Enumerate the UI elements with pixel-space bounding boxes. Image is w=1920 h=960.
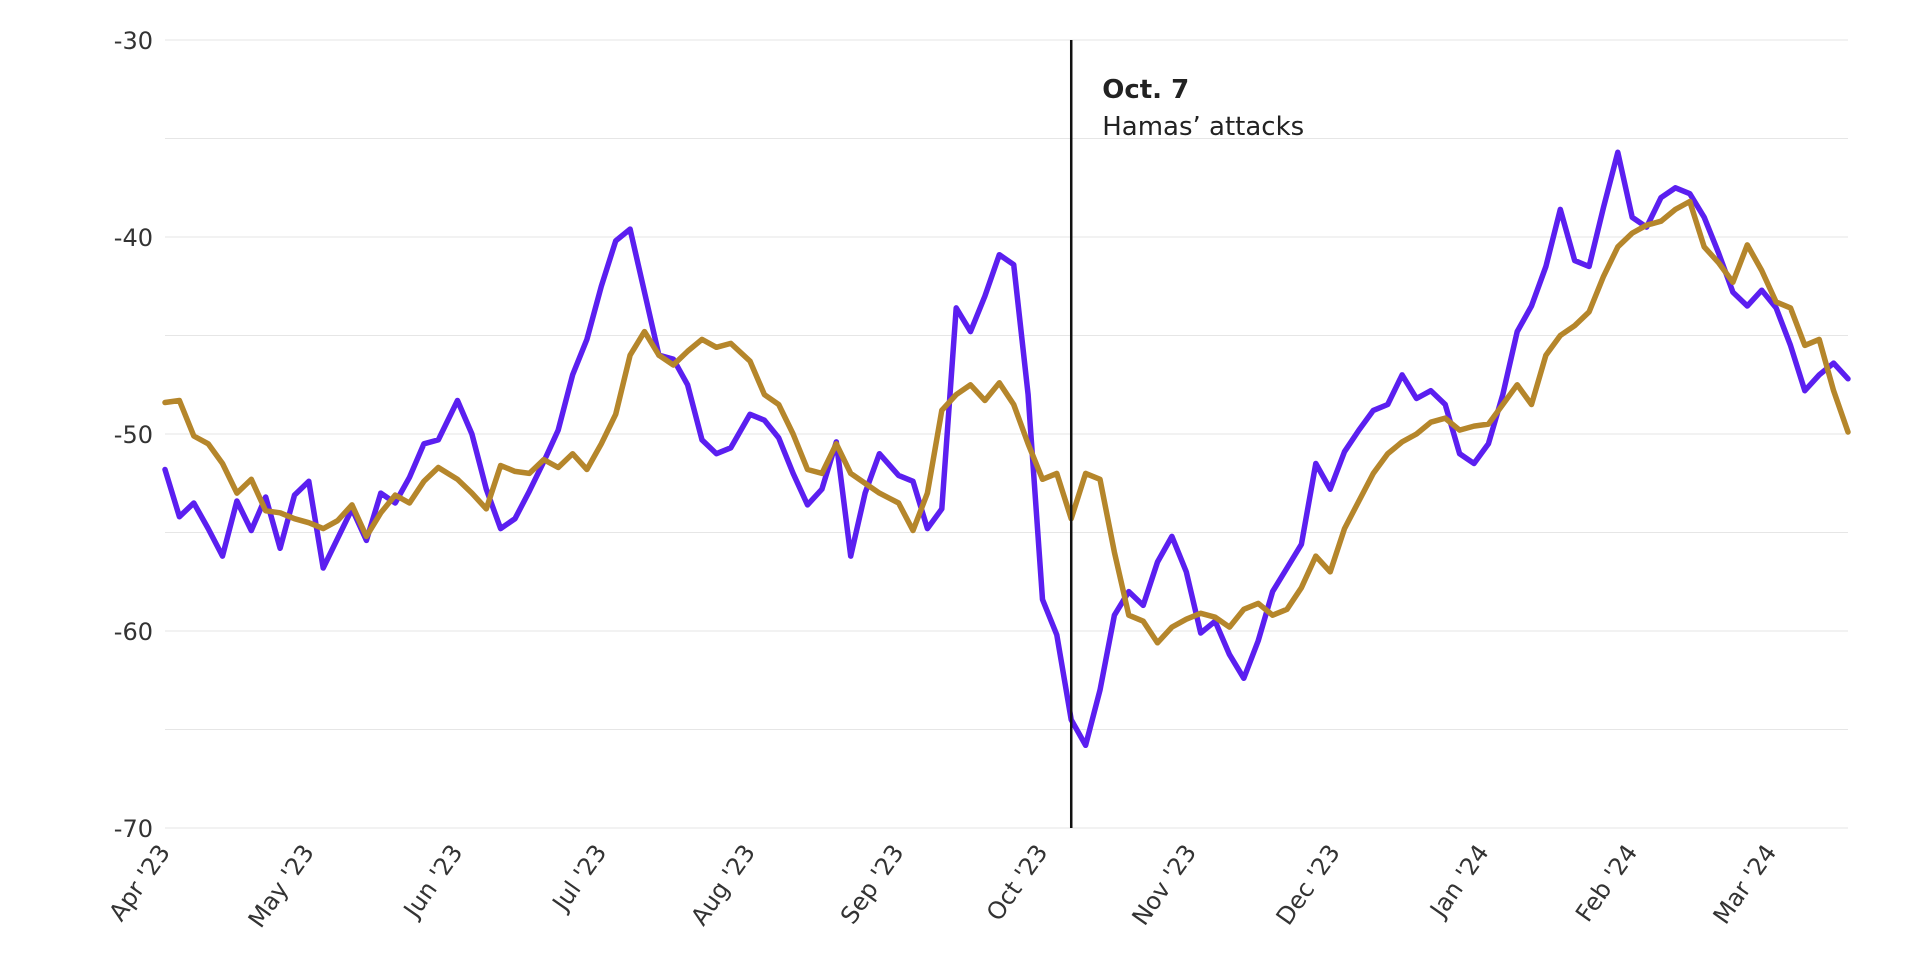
y-tick-label: -60	[114, 618, 153, 646]
y-tick-label: -50	[114, 421, 153, 449]
y-tick-label: -30	[114, 27, 153, 55]
annotation-title: Oct. 7	[1102, 75, 1189, 105]
x-tick-label: Mar '24	[1708, 839, 1783, 929]
y-axis-ticks: -30 -40 -50 -60 -70	[114, 27, 153, 843]
x-tick-label: Apr '23	[103, 839, 175, 926]
x-tick-label: May '23	[243, 839, 320, 932]
y-tick-label: -40	[114, 224, 153, 252]
x-tick-label: Jul '23	[546, 839, 612, 917]
x-tick-label: Nov '23	[1127, 839, 1202, 930]
x-tick-label: Sep '23	[835, 839, 910, 929]
x-tick-label: Dec '23	[1271, 839, 1346, 930]
x-tick-label: Aug '23	[685, 839, 760, 930]
grid-layer	[165, 39, 1848, 829]
x-tick-label: Jun '23	[397, 839, 468, 924]
y-tick-label: -70	[114, 815, 153, 843]
x-tick-label: Jan '24	[1424, 839, 1495, 924]
event-annotation: Oct. 7 Hamas’ attacks	[1069, 40, 1304, 828]
x-tick-label: Feb '24	[1570, 839, 1643, 927]
x-tick-label: Oct '23	[981, 839, 1053, 926]
series-line-1	[162, 149, 1851, 749]
annotation-text: Hamas’ attacks	[1102, 112, 1304, 142]
series-line-2	[162, 198, 1851, 646]
x-axis-ticks: Apr '23 May '23 Jun '23 Jul '23 Aug '23 Sep '…	[103, 839, 1782, 932]
series-layer	[162, 149, 1851, 749]
